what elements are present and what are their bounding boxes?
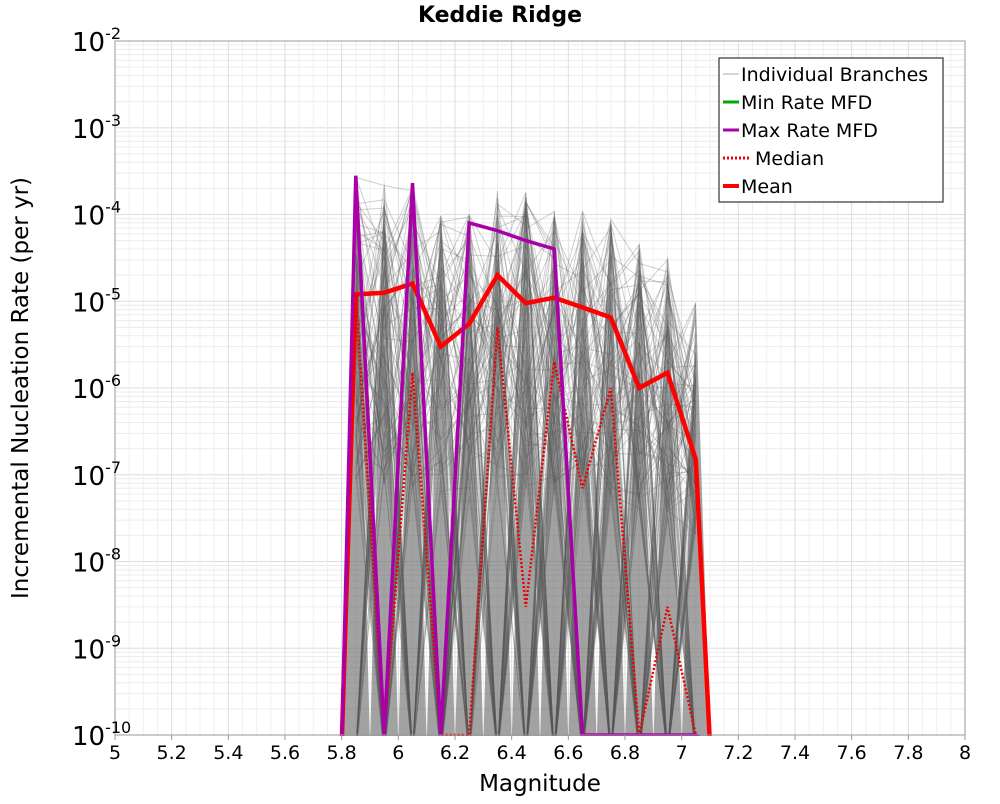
y-tick-label: 10-9 [72,631,121,665]
mean-line [339,271,713,746]
y-tick-labels: 10-10 10-9 10-8 10-7 10-6 10-5 10-4 10-3 10-2 [72,24,131,752]
y-tick-label: 10-4 [72,198,121,232]
bottom-mask [0,736,1000,800]
x-tick-label: 7 [676,742,688,764]
series-lines [0,175,1000,800]
branch-spike [455,214,484,740]
x-tick-label: 6.4 [497,742,527,764]
y-tick-label: 10-10 [72,718,131,752]
legend-label: Individual Branches [741,64,928,86]
x-tick-label: 6.2 [440,742,470,764]
legend-box [718,57,944,203]
x-tick-label: 5.8 [327,742,357,764]
legend-label: Min Rate MFD [741,92,872,114]
branch-spike [596,218,625,740]
chart-title: Keddie Ridge [418,3,582,28]
x-tick-label: 5.2 [157,742,187,764]
legend-label: Mean [741,176,793,198]
x-tick-label: 7.8 [893,742,923,764]
y-tick-label: 10-3 [72,111,121,145]
x-tick-label: 6.6 [553,742,583,764]
x-tick-labels: 5 5.2 5.4 5.6 5.8 6 6.2 6.4 6.6 6.8 7 7.2 7.4 7.6 7.8 8 [109,735,971,764]
y-tick-label: 10-7 [72,458,121,492]
x-tick-label: 5 [109,742,121,764]
x-tick-label: 8 [959,742,971,764]
y-tick-label: 10-6 [72,371,121,405]
x-tick-label: 7.4 [780,742,810,764]
y-tick-label: 10-5 [72,284,121,318]
x-tick-label: 7.2 [723,742,753,764]
legend-label: Median [755,148,824,170]
plot-frame [114,40,966,736]
branch-spike [625,240,654,740]
branch-spike [483,190,512,741]
branch-spike [511,190,540,741]
y-tick-label: 10-8 [72,545,121,579]
branch-spike [653,254,682,740]
x-tick-label: 5.4 [213,742,243,764]
x-axis-label: Magnitude [479,771,601,797]
y-tick-label: 10-2 [72,24,121,58]
legend-label: Max Rate MFD [741,120,878,142]
median-line [340,294,711,747]
y-axis-label: Incremental Nucleation Rate (per yr) [8,177,34,599]
x-tick-label: 7.6 [837,742,867,764]
branch-spike [540,207,569,740]
x-tick-label: 5.6 [270,742,300,764]
x-tick-label: 6 [392,742,404,764]
branch-spike [341,175,370,740]
x-tick-label: 6.8 [610,742,640,764]
branch-spike [398,183,427,740]
legend: Individual Branches Min Rate MFD Max Rate … [718,57,944,203]
